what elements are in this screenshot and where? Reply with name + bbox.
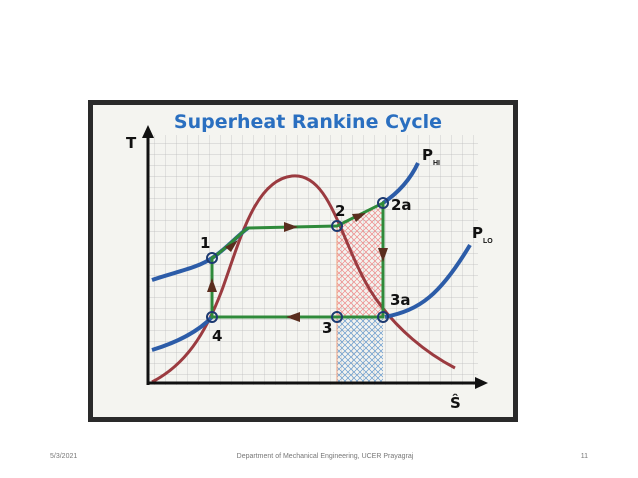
point-label: 3	[322, 319, 332, 337]
y-axis-label: T	[126, 134, 137, 152]
arrow	[378, 248, 388, 262]
pressure-subscript: HI	[433, 160, 440, 167]
arrow	[475, 377, 488, 389]
grid	[148, 135, 478, 385]
state-points	[206, 197, 389, 323]
pressure-subscript: LO	[483, 238, 493, 245]
footer-page: 11	[581, 453, 588, 460]
arrow	[286, 312, 300, 322]
footer-date: 5/3/2021	[50, 453, 77, 460]
title: Superheat Rankine Cycle	[174, 111, 442, 133]
p-lo-curve	[384, 243, 472, 319]
point-label: 2a	[391, 196, 412, 214]
point-label: 2	[335, 202, 345, 220]
hatch-area	[337, 203, 383, 317]
pressure-symbol: P	[472, 224, 483, 242]
point-label: 1	[200, 234, 210, 252]
arrow	[352, 213, 366, 222]
arrow	[284, 222, 298, 232]
arrow	[207, 278, 217, 292]
hatch-area-lower	[337, 317, 383, 382]
arrow	[225, 240, 238, 252]
arrow	[142, 125, 154, 138]
point-label: 4	[212, 327, 222, 345]
footer-text: Department of Mechanical Engineering, UC…	[237, 453, 414, 460]
pressure-symbol: P	[422, 146, 433, 164]
point-label: 3a	[390, 291, 411, 309]
x-axis-label: Ŝ	[450, 393, 461, 412]
